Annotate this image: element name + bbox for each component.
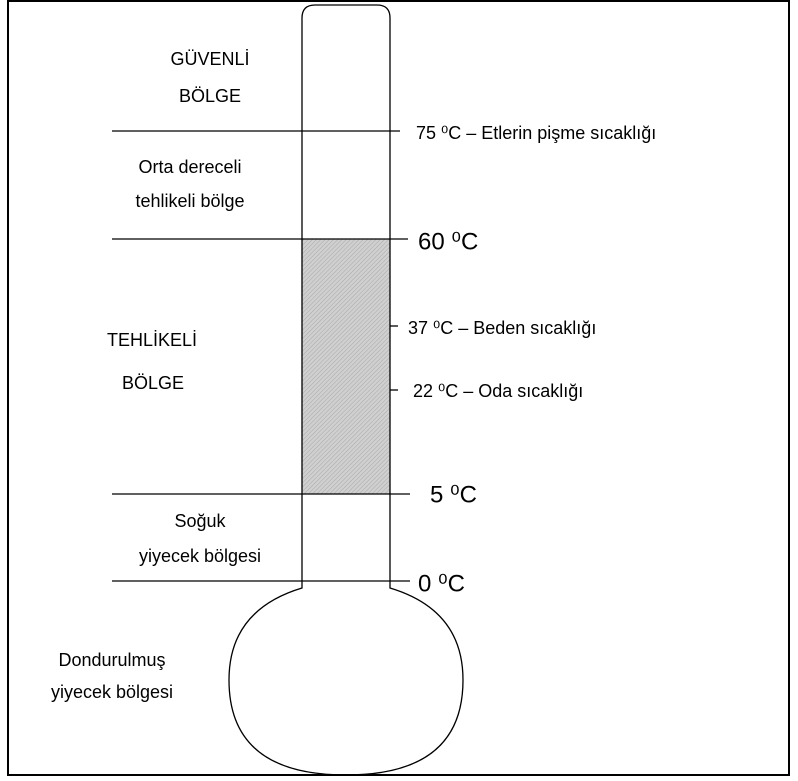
zone-label: Orta dereceli [138,157,241,177]
zone-label: GÜVENLİ [170,49,249,69]
thermometer [228,4,464,776]
marker-label: 0 ⁰C [418,570,465,597]
danger-fill [302,239,390,494]
marker-label: 60 ⁰C [418,228,478,255]
frame [7,0,790,776]
zone-label: yiyecek bölgesi [51,682,173,702]
marker-label: 75 ⁰C – Etlerin pişme sıcaklığı [416,123,656,143]
zone-label: yiyecek bölgesi [139,546,261,566]
zone-label: TEHLİKELİ [107,330,197,350]
zone-label: Dondurulmuş [58,650,165,670]
marker-label: 22 ⁰C – Oda sıcaklığı [413,381,583,401]
zone-label: tehlikeli bölge [135,191,244,211]
zone-label: BÖLGE [179,86,241,106]
marker-label: 5 ⁰C [430,481,477,508]
marker-label: 37 ⁰C – Beden sıcaklığı [408,318,596,338]
zone-label: Soğuk [174,511,226,531]
zone-label: BÖLGE [122,373,184,393]
level-lines [112,130,410,582]
